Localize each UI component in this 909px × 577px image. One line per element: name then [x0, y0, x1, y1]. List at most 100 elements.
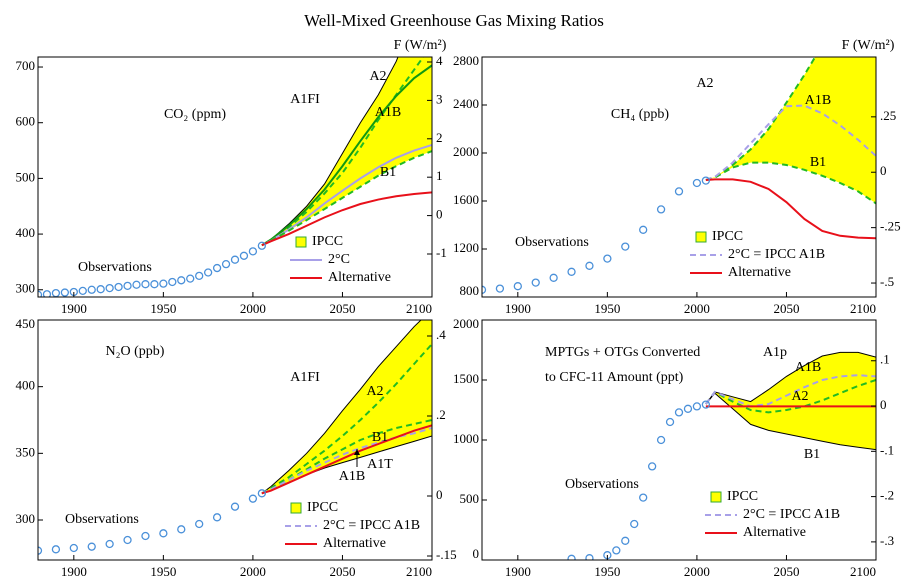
curve-label: B1 — [804, 447, 820, 462]
y2-axis-label: F (W/m²) — [842, 38, 895, 53]
panel-label: MPTGs + OTGs Converted — [545, 345, 700, 360]
curve-label: A1T — [367, 457, 393, 472]
y2-tick-label: -1 — [436, 245, 447, 260]
figure-title: Well-Mixed Greenhouse Gas Mixing Ratios — [304, 11, 604, 30]
observation — [203, 268, 213, 277]
observations-label: Observations — [565, 477, 639, 492]
legend-label: 2°C — [328, 252, 350, 267]
observation — [150, 280, 159, 289]
y-tick-label: 500 — [460, 491, 480, 506]
curve-label: B1 — [372, 430, 388, 445]
observation — [513, 282, 522, 291]
curve-label: A2 — [366, 384, 383, 399]
plot-area — [38, 320, 432, 555]
x-tick-label: 2100 — [850, 301, 876, 316]
y-tick-label: 2800 — [453, 53, 479, 68]
x-tick-label: 1900 — [505, 564, 531, 577]
y-tick-label: 350 — [16, 444, 36, 459]
legend-swatch — [710, 491, 722, 503]
y-tick-label: 300 — [16, 281, 36, 296]
observation — [701, 400, 711, 409]
y2-tick-label: -.15 — [436, 547, 457, 562]
observation — [230, 255, 240, 264]
observation — [177, 276, 186, 285]
y-tick-label: 800 — [460, 283, 480, 298]
y2-tick-label: .2 — [436, 407, 446, 422]
scenario-line — [705, 178, 876, 240]
legend-label: 2°C = IPCC A1B — [323, 518, 420, 533]
observation — [567, 554, 576, 560]
curve-label: A1B — [375, 105, 401, 120]
x-tick-label: 2100 — [850, 564, 876, 577]
plot-frame — [37, 319, 433, 561]
curve-label: B1 — [810, 155, 826, 170]
y2-axis-label: F (W/m²) — [394, 38, 447, 53]
x-tick-label: 2000 — [684, 564, 710, 577]
x-tick-label: 2050 — [773, 301, 799, 316]
legend-label: Alternative — [728, 265, 791, 280]
scenario-line — [705, 104, 876, 181]
x-tick-label: 2000 — [240, 564, 266, 577]
panel: A2 B1 Observations 1900 1950 2000 2050 2100 800 1… — [453, 38, 901, 316]
observation — [230, 502, 240, 511]
observation — [38, 290, 43, 297]
x-tick-label: 1900 — [61, 301, 87, 316]
legend-label: 2°C = IPCC A1B — [743, 507, 840, 522]
y2-tick-label: -.2 — [880, 488, 894, 503]
observation — [674, 187, 684, 196]
observations-label: Observations — [515, 235, 589, 250]
observations-label: Observations — [78, 260, 152, 275]
observation — [159, 529, 168, 538]
y2-tick-label: -.3 — [880, 533, 894, 548]
x-tick-label: 1900 — [505, 301, 531, 316]
observation — [656, 205, 666, 214]
observation — [159, 279, 168, 288]
scenario-line — [705, 379, 876, 414]
y2-tick-label: -.1 — [880, 442, 894, 457]
observation — [177, 525, 186, 534]
y-tick-label: 1500 — [453, 371, 479, 386]
observation — [701, 176, 711, 185]
observation — [123, 535, 132, 545]
scenario-line — [705, 392, 876, 451]
y-tick-label: 2000 — [453, 316, 479, 331]
panel: A1FI A2 B1 A1T Observations 1900 1950 2000 2050 2… — [16, 316, 457, 577]
y2-tick-label: 0 — [436, 207, 443, 222]
observation — [239, 251, 249, 260]
x-tick-label: 1950 — [594, 564, 620, 577]
x-tick-label: 1950 — [150, 564, 176, 577]
observation — [612, 546, 621, 555]
scenario-line — [261, 320, 422, 494]
y-tick-label: 700 — [16, 58, 36, 73]
scenario-line — [705, 351, 876, 405]
y-tick-label: 1600 — [453, 192, 479, 207]
curve-label: A2 — [696, 76, 713, 91]
scenario-line — [261, 424, 432, 495]
legend-label: Alternative — [328, 270, 391, 285]
y2-tick-label: 4 — [436, 53, 443, 68]
x-tick-label: 2100 — [406, 301, 432, 316]
observation — [639, 225, 648, 234]
observation — [123, 281, 132, 291]
observation — [168, 277, 177, 287]
observation — [42, 290, 52, 297]
observation — [482, 285, 487, 294]
annotation: A1B — [339, 469, 365, 484]
observation — [621, 536, 630, 545]
x-tick-label: 2000 — [684, 301, 710, 316]
y-tick-label: 400 — [16, 225, 36, 240]
scenario-line — [261, 191, 432, 247]
scenario-line — [705, 374, 876, 408]
observation — [105, 539, 114, 549]
observation — [549, 273, 558, 282]
observation — [248, 247, 258, 256]
observation — [656, 435, 666, 445]
observation — [195, 519, 204, 529]
observation — [212, 513, 222, 522]
y-tick-label: 400 — [16, 378, 36, 393]
observation — [38, 546, 43, 555]
plot-area — [567, 351, 876, 560]
x-tick-label: 2050 — [329, 301, 355, 316]
curve-label: B1 — [380, 165, 396, 180]
y-tick-label: 1000 — [453, 431, 479, 446]
